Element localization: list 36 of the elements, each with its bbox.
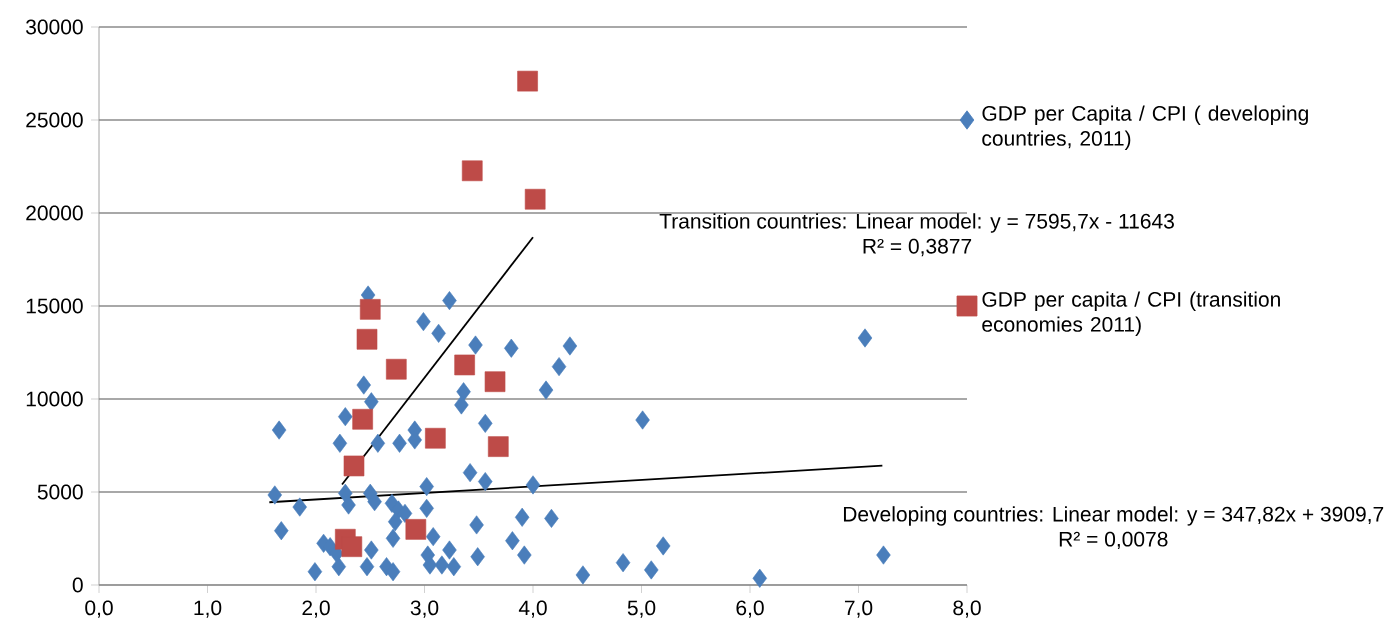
- y-tick-label: 25000: [26, 112, 83, 128]
- point: [356, 329, 378, 350]
- annotation: Developing countries: Linear model: y = 347,82x + 3909,7: [843, 506, 1384, 526]
- point: [425, 427, 446, 449]
- y-tick-label: 10000: [26, 391, 83, 407]
- point: [343, 455, 365, 477]
- point: [461, 160, 483, 182]
- x-tick-label: 4,0: [518, 600, 547, 618]
- y-tick-label: 0: [72, 577, 83, 593]
- point: [487, 436, 509, 457]
- annotation: R² = 0,3877: [863, 238, 972, 257]
- y-tick-label: 30000: [26, 19, 83, 35]
- x-tick-label: 1,0: [194, 600, 222, 618]
- x-tick-label: 2,0: [302, 600, 330, 618]
- point: [352, 408, 373, 430]
- y-tick-label: 5000: [37, 484, 83, 500]
- x-tick-label: 5,0: [627, 600, 656, 618]
- y-tick-label: 15000: [26, 298, 83, 314]
- point: [484, 371, 506, 392]
- x-tick-label: 7,0: [844, 600, 873, 618]
- x-tick-label: 0,0: [85, 600, 113, 618]
- point: [454, 354, 475, 376]
- legend-label: GDP per Capita / CPI ( developing countries, 2011): [982, 105, 1308, 150]
- legend-label: GDP per capita / CPI (transition economies 2011): [982, 291, 1280, 336]
- point: [341, 536, 363, 557]
- point: [524, 188, 546, 210]
- point: [386, 358, 407, 380]
- point: [359, 299, 381, 320]
- x-tick-label: 8,0: [953, 600, 981, 618]
- point: [405, 519, 427, 540]
- x-tick-label: 3,0: [410, 600, 439, 618]
- point: [517, 70, 538, 92]
- text: R² = 0,0078: [1059, 531, 1168, 550]
- annotation: Transition countries: Linear model: y = 7595,7x - 11643: [659, 213, 1174, 233]
- y-tick-label: 20000: [26, 205, 83, 221]
- x-tick-label: 6,0: [736, 600, 764, 618]
